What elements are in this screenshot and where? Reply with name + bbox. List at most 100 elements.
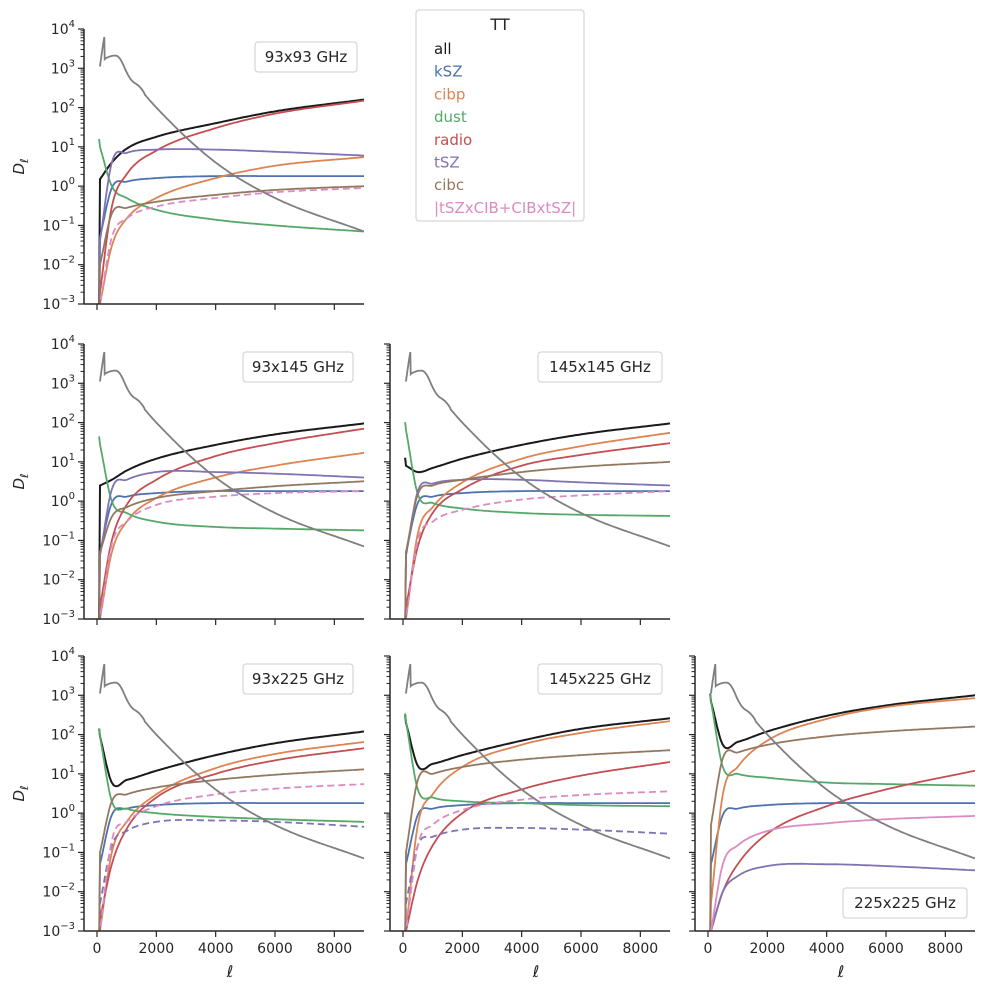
- series-line-ksz: [709, 802, 975, 931]
- legend-entry: cibc: [434, 176, 464, 194]
- x-tick-label: 8000: [317, 941, 353, 957]
- y-tick-label: 10−2: [42, 882, 75, 901]
- y-tick-label: 102: [51, 413, 75, 432]
- y-axis-label: Dℓ: [10, 785, 31, 801]
- x-tick-label: 6000: [257, 941, 293, 957]
- series-line-cibp: [99, 451, 364, 619]
- series-line-cibc: [404, 749, 670, 931]
- series-line-tszxcibcibxtsz: [405, 790, 670, 931]
- legend-entry: cibp: [434, 85, 465, 103]
- series-line-cibp: [709, 697, 975, 931]
- y-tick-label: 10−3: [42, 609, 75, 628]
- series-line-cmb: [405, 663, 670, 860]
- series-line-tszxcibcibxtsz: [710, 815, 975, 931]
- series-line-cibp: [405, 431, 670, 619]
- legend-frame: [415, 9, 585, 222]
- series-line-cmb: [405, 351, 670, 548]
- y-tick-label: 100: [51, 176, 75, 195]
- legend-title: TT: [489, 15, 509, 34]
- series-line-ksz: [98, 490, 364, 619]
- legend-entry: all: [434, 40, 452, 58]
- series-line-cibc: [98, 185, 364, 304]
- series-line-tsz: [98, 470, 364, 619]
- panel-title: 93x93 GHz: [265, 48, 348, 66]
- x-tick-label: 4000: [504, 941, 540, 957]
- panel-4: 0 2000 4000 6000 8000 ℓ 145x225 GHz: [384, 655, 670, 981]
- series-line-cmb: [99, 36, 364, 233]
- series-line-all: [404, 422, 670, 474]
- y-tick-label: 100: [51, 803, 75, 822]
- y-tick-label: 101: [51, 137, 75, 156]
- x-tick-label: 6000: [563, 941, 599, 957]
- y-tick-label: 10−3: [42, 294, 75, 313]
- legend-entry: kSZ: [434, 63, 462, 81]
- series-line-radio: [98, 427, 364, 619]
- y-tick-label: 10−1: [42, 215, 75, 234]
- x-axis-label: ℓ: [837, 962, 845, 981]
- panels: 10−3 10−2 10−1 100 101 102 103 104 Dℓ 93x93 GHz 10…: [10, 19, 975, 981]
- series-line-cibp: [99, 741, 364, 931]
- series-line-tsz: [710, 862, 975, 931]
- panel-title-box: [537, 663, 663, 695]
- y-axis-label: Dℓ: [10, 473, 31, 489]
- legend-items: all kSZ cibp dust radio tSZ cibc |tSZxCIB+CIBxt…: [434, 40, 576, 217]
- x-axis-label: ℓ: [226, 962, 234, 981]
- series-line-cibp: [99, 156, 364, 304]
- y-tick-label: 104: [51, 334, 75, 353]
- plot-area: [404, 351, 670, 619]
- series-line-tszxcibcibxtsz: [405, 490, 670, 619]
- x-tick-label: 6000: [868, 941, 904, 957]
- y-tick-label: 101: [51, 764, 75, 783]
- panel-1: 10−3 10−2 10−1 100 101 102 103 104 Dℓ 93x145 GHz: [10, 334, 364, 628]
- y-tick-label: 10−1: [42, 530, 75, 549]
- series-line-cibc: [404, 461, 670, 619]
- y-tick-label: 103: [51, 58, 75, 77]
- series-line-tszxcibcibxtsz: [99, 490, 364, 619]
- x-tick-label: 8000: [623, 941, 659, 957]
- y-tick-label: 10−2: [42, 570, 75, 589]
- series-line-dust: [404, 421, 670, 517]
- panel-title-box: [537, 351, 663, 383]
- plot-area: [709, 663, 975, 931]
- series-line-tsz: [404, 478, 670, 619]
- y-tick-label: 103: [51, 685, 75, 704]
- series-line-cibc: [98, 768, 364, 931]
- x-axis-label: ℓ: [532, 962, 540, 981]
- series-line-tsz: [98, 819, 364, 931]
- y-tick-label: 101: [51, 452, 75, 471]
- series-line-ksz: [98, 802, 364, 931]
- x-tick-label: 0: [93, 941, 102, 957]
- x-tick-label: 0: [399, 941, 408, 957]
- plot-area: [98, 663, 364, 931]
- y-tick-label: 10−1: [42, 842, 75, 861]
- series-line-radio: [405, 761, 670, 931]
- series-line-cmb: [99, 663, 364, 860]
- series-line-tszxcibcibxtsz: [99, 187, 364, 304]
- legend-entry: radio: [434, 131, 472, 149]
- x-tick-label: 4000: [809, 941, 845, 957]
- series-line-dust: [98, 138, 364, 233]
- x-tick-label: 2000: [445, 941, 481, 957]
- panel-title: 225x225 GHz: [854, 894, 956, 912]
- panel-title-box: [254, 41, 358, 73]
- y-tick-label: 10−3: [42, 921, 75, 940]
- series-line-all: [98, 728, 364, 788]
- series-line-all: [709, 693, 975, 750]
- panel-title-box: [242, 663, 354, 695]
- y-tick-label: 10−2: [42, 255, 75, 274]
- series-line-all: [98, 422, 364, 619]
- series-line-dust: [98, 436, 364, 532]
- series-line-tszxcibcibxtsz: [99, 783, 364, 931]
- legend: TT all kSZ cibp dust radio tSZ cibc |tSZxCIB+CI…: [415, 9, 585, 222]
- series-line-radio: [98, 747, 364, 931]
- series-line-dust: [98, 728, 364, 823]
- x-tick-label: 2000: [750, 941, 786, 957]
- panel-3: 10−3 10−2 10−1 100 101 102 103 104 0 2000 4000 6000…: [10, 646, 364, 981]
- series-line-all: [98, 98, 364, 304]
- y-tick-label: 102: [51, 725, 75, 744]
- panel-title: 93x225 GHz: [252, 670, 344, 688]
- plot-area: [98, 36, 364, 304]
- y-axis-label: Dℓ: [10, 158, 31, 174]
- series-line-dust: [709, 693, 975, 787]
